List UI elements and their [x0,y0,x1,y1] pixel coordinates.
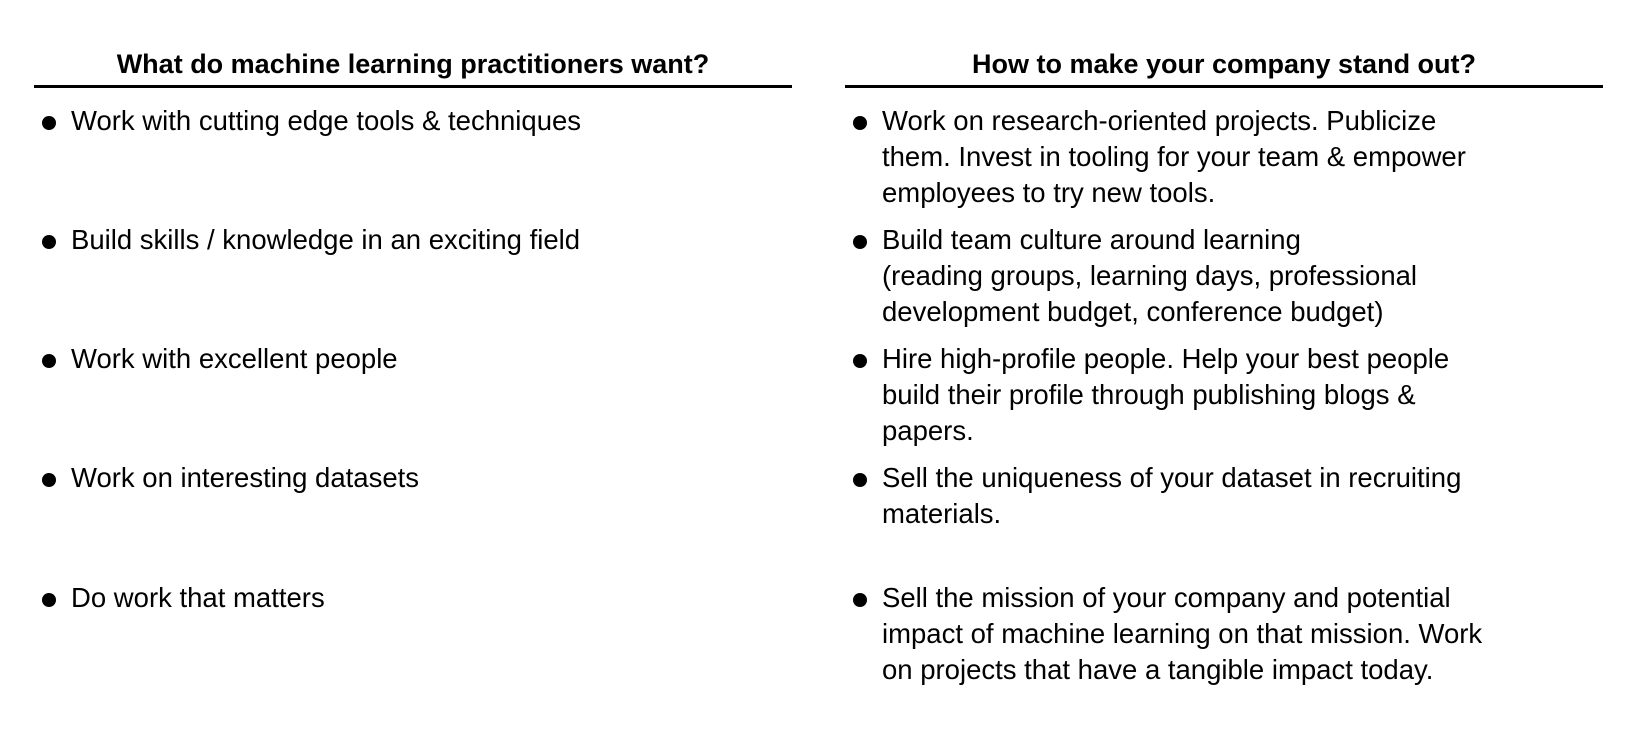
right-column: How to make your company stand out? Work… [845,44,1603,685]
list-item-text: Do work that matters [71,582,325,613]
right-column-header: How to make your company stand out? [845,44,1603,88]
bullet-icon [853,235,867,249]
list-item-text: Build team culture around learning (read… [882,224,1418,327]
bullet-icon [42,593,56,607]
list-item-text: Sell the uniqueness of your dataset in r… [882,462,1462,529]
list-item-text: Work with excellent people [71,343,398,374]
bullet-icon [42,116,56,130]
list-item-text: Hire high-profile people. Help your best… [882,343,1450,446]
left-column-header: What do machine learning practitioners w… [34,44,792,88]
bullet-icon [42,235,56,249]
list-item-text: Sell the mission of your company and pot… [882,582,1483,685]
bullet-icon [42,473,56,487]
left-column: What do machine learning practitioners w… [34,44,792,613]
bullet-icon [853,116,867,130]
list-item-text: Work on interesting datasets [71,462,420,493]
bullet-icon [853,473,867,487]
bullet-icon [853,354,867,368]
list-item-text: Build skills / knowledge in an exciting … [71,224,581,255]
list-item-text: Work on research-oriented projects. Publ… [882,105,1466,208]
bullet-icon [853,593,867,607]
list-item-text: Work with cutting edge tools & technique… [71,105,582,136]
bullet-icon [42,354,56,368]
